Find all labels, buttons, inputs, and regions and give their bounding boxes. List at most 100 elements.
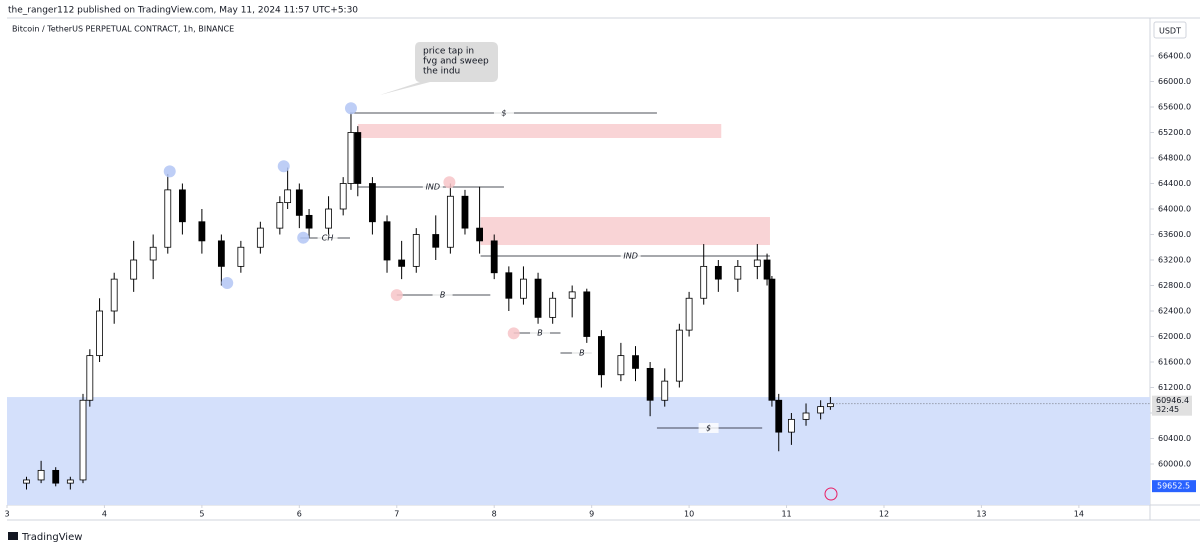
note-shape: [380, 42, 498, 95]
candle-body: [549, 297, 557, 318]
x-tick-label: 9: [589, 510, 594, 519]
candle-body: [52, 469, 60, 484]
y-tick-label: 64400.0: [1158, 179, 1191, 188]
candle-body: [130, 259, 138, 280]
candle-body: [461, 195, 469, 229]
level-label: $: [706, 423, 711, 432]
candle-body: [347, 132, 355, 184]
level-label-bg: [571, 348, 592, 359]
currency: USDT: [1159, 27, 1181, 36]
swing-marker: [443, 176, 456, 189]
candle-body: [66, 479, 74, 484]
x-tick-label: 12: [879, 510, 889, 519]
y-tick-label: 64800.0: [1158, 153, 1191, 162]
level-label-bg: [422, 182, 443, 193]
candle-body: [520, 278, 527, 299]
candle-body: [817, 406, 825, 414]
note-line: price tap in: [423, 47, 474, 57]
y-tick-label: 61200.0: [1158, 383, 1191, 392]
candle-body: [217, 240, 225, 267]
candle-body: [617, 355, 625, 376]
candle-body: [661, 380, 669, 401]
candle-body: [398, 259, 406, 267]
candle-body: [597, 336, 605, 376]
candle-body: [768, 278, 776, 401]
level-label-bg: [317, 233, 338, 244]
candle-body: [734, 265, 742, 280]
level-label-bg: [620, 250, 641, 261]
event-icon[interactable]: [824, 487, 838, 501]
symbol: Bitcoin / TetherUS PERPETUAL CONTRACT, 1…: [12, 25, 234, 34]
x-tick-label: 3: [4, 510, 9, 519]
level-label: IND: [623, 251, 638, 260]
candle-body: [110, 278, 118, 312]
candle-body: [412, 234, 420, 267]
candle-body: [149, 246, 157, 261]
y-tick-label: 63600.0: [1158, 230, 1191, 239]
candle-body: [198, 221, 206, 242]
level-label-bg: [530, 327, 551, 338]
candle-body: [37, 469, 45, 481]
candle-body: [23, 479, 30, 484]
candle-body: [753, 259, 761, 267]
x-tick-label: 13: [976, 510, 986, 519]
candle-body: [534, 278, 542, 318]
candle-body: [568, 291, 576, 299]
candle-body: [505, 272, 513, 299]
y-tick-label: 62400.0: [1158, 307, 1191, 316]
candle-body: [583, 291, 591, 337]
zone: [357, 124, 722, 138]
swing-marker: [507, 327, 520, 340]
zone: [480, 217, 770, 246]
y-tick-label: 62000.0: [1158, 332, 1191, 341]
candle-body: [295, 189, 303, 216]
candle-body: [237, 246, 245, 267]
x-tick-label: 14: [1074, 510, 1084, 519]
x-tick-label: 4: [102, 510, 107, 519]
brand: TradingView: [21, 532, 82, 543]
candle-body: [284, 189, 292, 204]
swing-marker: [297, 231, 310, 244]
y-tick-label: 66400.0: [1158, 51, 1191, 60]
candle-body: [700, 265, 708, 299]
candle-body: [339, 183, 347, 210]
candle-body: [476, 227, 483, 242]
level-label-bg: [432, 290, 453, 301]
level-label: $: [501, 108, 506, 117]
candle-body: [383, 221, 391, 261]
candle-body: [775, 399, 783, 433]
level-label: B: [537, 328, 543, 337]
level-label-bg: [493, 107, 514, 118]
x-tick-label: 5: [199, 510, 204, 519]
zone-low: 59652.5: [1157, 482, 1190, 491]
publisher: the_ranger112 published on TradingView.c…: [8, 6, 358, 16]
last-price-box: [1152, 395, 1192, 416]
currency-box[interactable]: [1153, 21, 1187, 39]
swing-marker: [344, 102, 357, 115]
x-tick-label: 6: [297, 510, 302, 519]
candle-body: [86, 355, 94, 401]
zone: [7, 397, 1150, 505]
candle-body: [685, 297, 693, 331]
level-label: IND: [426, 183, 441, 192]
y-tick-label: 61600.0: [1158, 358, 1191, 367]
note-line: fvg and sweep: [423, 57, 489, 67]
candle-body: [788, 418, 795, 433]
y-tick-label: 60000.0: [1158, 460, 1191, 469]
candle-body: [369, 183, 376, 223]
candle-body: [632, 355, 639, 369]
note-bubble: [380, 42, 498, 95]
note-line: the indu: [423, 67, 460, 77]
candle-body: [490, 240, 498, 274]
candle-body: [325, 208, 332, 229]
y-tick-label: 64000.0: [1158, 205, 1191, 214]
candle-body: [164, 189, 172, 248]
brand-logo: [8, 532, 18, 540]
candle-body: [256, 227, 264, 248]
candle-body: [354, 132, 362, 184]
swing-marker: [390, 289, 403, 302]
candle-body: [714, 265, 722, 280]
x-tick-label: 8: [492, 510, 497, 519]
